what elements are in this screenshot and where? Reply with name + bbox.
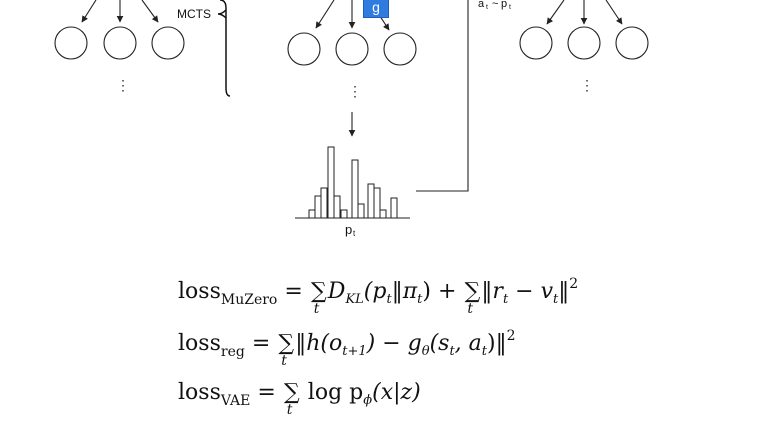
policy-sub: t — [353, 229, 356, 238]
edge-arrow — [546, 0, 565, 25]
squared-exponent: 2 — [506, 328, 516, 344]
reward-term: ‖r — [481, 279, 503, 304]
tree-node — [335, 32, 369, 66]
histogram-bar — [340, 209, 348, 219]
conditional-term: (x|z) — [372, 380, 421, 405]
sum-index: t — [467, 301, 474, 317]
policy-label: p — [345, 222, 352, 237]
equals-sign: = — [250, 380, 283, 405]
plus-sign: ) + — [422, 279, 464, 304]
policy-term: (p — [363, 279, 387, 304]
loss-vae-subscript: VAE — [220, 393, 251, 409]
tree-node — [567, 26, 601, 60]
tree-node — [54, 26, 88, 60]
histogram-bar — [320, 187, 328, 219]
loss-reg-equation: lossreg = ∑ t ‖h(ot+1) − gθ(st, at)‖2 — [178, 328, 648, 380]
loss-equations: lossMuZero = ∑ t DKL(pt‖πt) + ∑ t ‖rt − vt‖2… — [178, 276, 648, 432]
loss-muzero-subscript: MuZero — [220, 292, 278, 308]
mcts-diagram: ⋮ MCTS ⋮ p t a t ~ p t — [54, 0, 649, 238]
loss-muzero-equation: lossMuZero = ∑ t DKL(pt‖πt) + ∑ t ‖rt − vt‖2 — [178, 276, 648, 328]
action-rel: ~ — [492, 0, 498, 10]
ellipsis-middle: ⋮ — [348, 83, 362, 99]
sum-index: t — [281, 353, 287, 369]
left-tree: ⋮ — [54, 0, 185, 93]
histogram-bar — [367, 183, 375, 219]
histogram-bar — [357, 203, 365, 219]
tree-node — [103, 26, 137, 60]
sample-connector — [416, 0, 469, 192]
state-term: (s — [429, 331, 450, 356]
mcts-brace-tip — [217, 9, 227, 19]
loss-reg-lhs: loss — [178, 331, 221, 356]
tree-node — [615, 26, 649, 60]
loss-vae-equation: lossVAE = ∑ t log pϕ(x|z) — [178, 380, 648, 432]
sum-index: t — [286, 402, 293, 418]
loss-vae-lhs: loss — [178, 380, 221, 405]
edge-arrow — [141, 0, 159, 23]
sum-symbol: ∑ t — [464, 279, 481, 317]
histogram-bar — [314, 195, 322, 219]
tree-node — [383, 32, 417, 66]
g-term-sub: θ — [421, 344, 430, 359]
reward-term-sub: t — [502, 292, 509, 307]
sum-symbol: ∑ t — [283, 380, 300, 418]
state-term-sub: t — [449, 344, 455, 359]
action-policy: p — [501, 0, 507, 10]
edge-arrow — [605, 0, 623, 25]
h-term: ‖h(o — [295, 331, 343, 356]
log-prob-term: log p — [300, 380, 364, 405]
policy-term-sub: t — [386, 292, 392, 307]
squared-exponent: 2 — [569, 276, 579, 292]
histogram-bar — [351, 159, 359, 219]
value-term: − v — [508, 279, 554, 304]
right-tree: ⋮ — [519, 0, 649, 93]
action-term: , a — [454, 331, 482, 356]
loss-reg-subscript: reg — [220, 344, 245, 360]
g-function-box: g — [363, 0, 389, 18]
tree-node — [519, 26, 553, 60]
value-term-sub: t — [553, 292, 559, 307]
pi-term: ‖π — [391, 279, 418, 304]
ellipsis-left: ⋮ — [116, 77, 130, 93]
kl-subscript: KL — [345, 292, 364, 307]
kl-divergence: D — [327, 279, 346, 304]
sum-symbol: ∑ t — [310, 279, 327, 317]
h-term-sub: t+1 — [342, 344, 367, 359]
norm-close: )‖ — [487, 331, 507, 356]
equals-sign: = — [277, 279, 310, 304]
sum-symbol: ∑ t — [278, 331, 295, 369]
g-label: g — [372, 0, 380, 15]
action-term-sub: t — [481, 344, 488, 359]
pi-term-sub: t — [417, 292, 423, 307]
log-prob-sub: ϕ — [363, 393, 373, 408]
action-label: a — [478, 0, 485, 10]
middle-tree: ⋮ — [287, 0, 417, 137]
histogram-bar — [390, 197, 398, 219]
edge-arrow — [81, 0, 97, 23]
g-term: ) − g — [366, 331, 422, 356]
histogram-bar — [327, 146, 335, 219]
norm-close: ‖ — [558, 279, 570, 304]
ellipsis-right: ⋮ — [580, 77, 594, 93]
policy-histogram: p t — [295, 146, 410, 238]
action-policy-sub: t — [509, 4, 511, 11]
histogram-bar — [308, 209, 316, 219]
histogram-bar — [379, 209, 387, 219]
loss-muzero-lhs: loss — [178, 279, 221, 304]
equals-sign: = — [244, 331, 278, 356]
tree-node — [287, 32, 321, 66]
histogram-bar — [333, 195, 341, 219]
histogram-bar — [373, 187, 381, 219]
tree-node — [151, 26, 185, 60]
action-sub: t — [486, 4, 488, 11]
mcts-brace — [219, 0, 231, 97]
mcts-label: MCTS — [177, 7, 211, 21]
sum-index: t — [313, 301, 320, 317]
edge-arrow — [315, 0, 335, 29]
